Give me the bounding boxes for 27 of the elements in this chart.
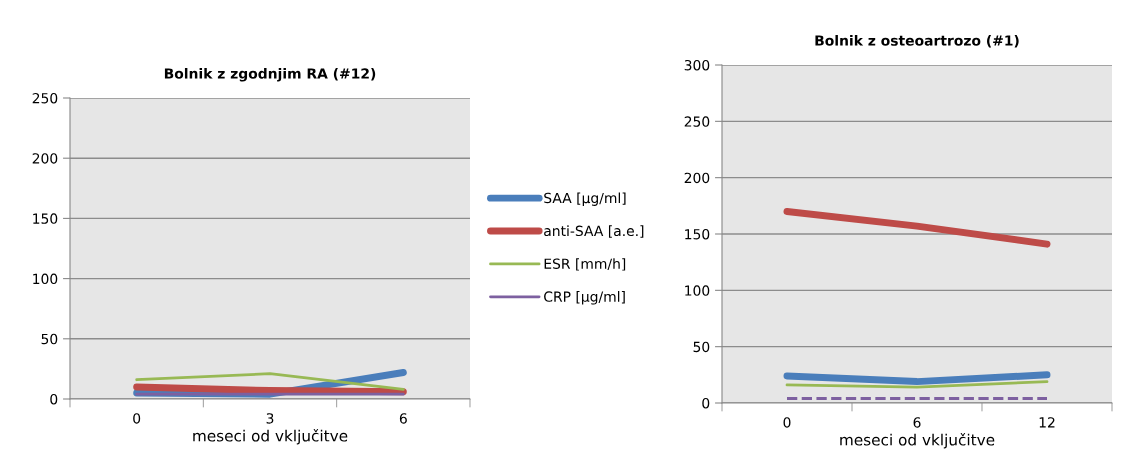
x-tick-label: 12 bbox=[1039, 417, 1055, 428]
legend-label: anti-SAA [a.e.] bbox=[544, 225, 644, 238]
x-axis-title: meseci od vključitve bbox=[840, 433, 995, 449]
x-tick-label: 6 bbox=[399, 413, 407, 424]
y-tick-label: 50 bbox=[693, 341, 710, 353]
x-tick-label: 6 bbox=[913, 417, 921, 428]
y-tick-label: 300 bbox=[684, 59, 710, 71]
y-tick-label: 250 bbox=[32, 92, 58, 104]
y-tick-label: 250 bbox=[684, 116, 710, 127]
y-tick-label: 50 bbox=[41, 333, 58, 345]
y-tick-label: 100 bbox=[33, 273, 58, 285]
y-tick-label: 150 bbox=[685, 228, 710, 240]
legend-label: CRP [µg/ml] bbox=[544, 291, 625, 305]
y-tick-label: 200 bbox=[684, 172, 710, 184]
x-axis-title: meseci od vključitve bbox=[193, 429, 348, 445]
x-tick-label: 3 bbox=[266, 413, 274, 424]
y-tick-label: 0 bbox=[50, 393, 58, 405]
chart-title: Bolnik z osteoartrozo (#1) bbox=[815, 35, 1019, 48]
y-tick-label: 0 bbox=[702, 397, 710, 409]
x-tick-label: 0 bbox=[133, 413, 141, 424]
legend-label: SAA [µg/ml] bbox=[544, 192, 626, 206]
chart-title: Bolnik z zgodnjim RA (#12) bbox=[164, 68, 376, 82]
legend-label: ESR [mm/h] bbox=[544, 258, 626, 271]
y-tick-label: 150 bbox=[33, 213, 58, 224]
y-tick-label: 100 bbox=[685, 285, 710, 296]
y-tick-label: 200 bbox=[32, 153, 58, 164]
x-tick-label: 0 bbox=[783, 417, 791, 428]
